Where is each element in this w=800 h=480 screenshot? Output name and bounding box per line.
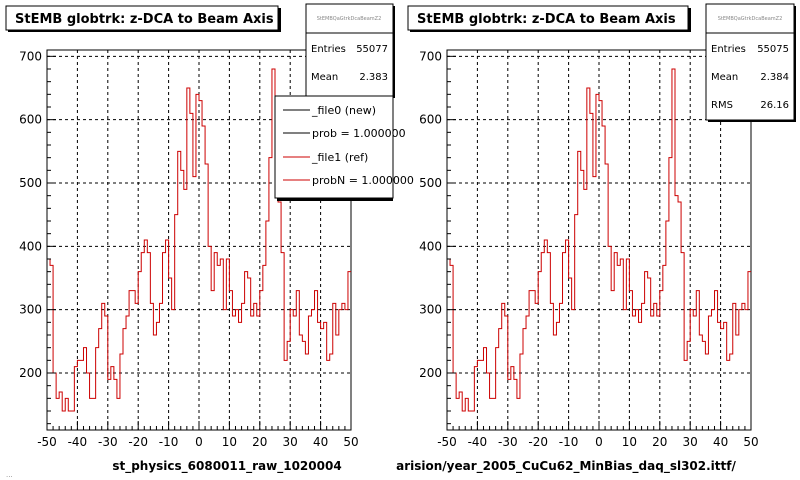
legend-entry-0: _file0 (new) [311, 104, 376, 117]
left-stats-box [305, 3, 394, 97]
right-y-ticks: 200 300 400 500 600 700 [419, 49, 456, 425]
right-stats-rms-value: 26.16 [760, 100, 789, 111]
x-tick-label: 0 [195, 435, 203, 449]
left-x-ticks: -50 -40 -30 -20 -10 0 10 20 30 40 50 [37, 421, 359, 449]
y-tick-label: 300 [19, 303, 42, 317]
left-grid [47, 50, 351, 430]
right-grid [447, 50, 751, 430]
left-stats-header: StEMBQaGtrkDcaBeamZ2 [317, 16, 382, 22]
legend-entry-3: probN = 1.000000 [312, 174, 414, 187]
right-plot-frame [446, 49, 752, 431]
x-tick-label: 0 [595, 435, 603, 449]
left-stats-entries-value: 55077 [356, 44, 388, 55]
right-x-ticks: -50 -40 -30 -20 -10 0 10 20 30 40 50 [437, 421, 759, 449]
y-tick-label: 200 [19, 366, 42, 380]
x-tick-label: -10 [159, 435, 179, 449]
legend-box [274, 95, 394, 199]
left-panel: -50 -40 -30 -20 -10 0 10 20 30 40 50 200 300 400 500 6… [5, 3, 414, 474]
right-x-axis-label: arision/year_2005_CuCu62_MinBias_daq_sl3… [396, 459, 736, 474]
legend-entry-2: _file1 (ref) [311, 151, 368, 164]
x-tick-label: 50 [343, 435, 358, 449]
left-stats-mean-label: Mean [311, 72, 338, 83]
x-tick-label: -30 [498, 435, 518, 449]
y-tick-label: 700 [419, 49, 442, 63]
right-stats-rms-label: RMS [711, 100, 733, 111]
x-tick-label: 20 [252, 435, 267, 449]
left-stats-mean-value: 2.383 [359, 72, 388, 83]
legend-entry-1: prob = 1.000000 [312, 127, 406, 140]
right-stats-mean-value: 2.384 [760, 72, 789, 83]
x-tick-label: 40 [313, 435, 328, 449]
x-tick-label: -20 [528, 435, 548, 449]
x-tick-label: 40 [713, 435, 728, 449]
right-stats-box [705, 3, 795, 121]
y-tick-label: 700 [19, 49, 42, 63]
left-stats-entries-label: Entries [311, 44, 346, 55]
x-tick-label: 50 [743, 435, 758, 449]
right-stats-entries-label: Entries [711, 44, 746, 55]
right-title-box [407, 5, 689, 31]
left-histogram-line [47, 68, 351, 412]
y-tick-label: 600 [19, 113, 42, 127]
left-x-axis-label: st_physics_6080011_raw_1020004 [112, 459, 341, 474]
right-panel: -50 -40 -30 -20 -10 0 10 20 30 40 50 200 300 400 500 6… [396, 3, 796, 474]
y-tick-label: 400 [419, 239, 442, 253]
x-tick-label: 20 [652, 435, 667, 449]
x-tick-label: -10 [559, 435, 579, 449]
x-tick-label: -50 [437, 435, 457, 449]
y-tick-label: 500 [19, 176, 42, 190]
right-stats-header: StEMBQaGtrkDcaBeamZ2 [718, 16, 783, 22]
y-tick-label: 200 [419, 366, 442, 380]
right-chart-title: StEMB globtrk: z-DCA to Beam Axis [417, 12, 676, 27]
x-tick-label: -30 [98, 435, 118, 449]
x-tick-label: 30 [283, 435, 298, 449]
x-tick-label: -50 [37, 435, 57, 449]
x-tick-label: 10 [222, 435, 237, 449]
right-stats-entries-value: 55075 [757, 44, 789, 55]
right-histogram-line [447, 68, 751, 412]
y-tick-label: 600 [419, 113, 442, 127]
footer-text: ... [6, 471, 13, 479]
x-tick-label: 30 [683, 435, 698, 449]
y-tick-label: 500 [419, 176, 442, 190]
y-tick-label: 400 [19, 239, 42, 253]
x-tick-label: 10 [622, 435, 637, 449]
y-tick-label: 300 [419, 303, 442, 317]
right-stats-mean-label: Mean [711, 72, 738, 83]
x-tick-label: -40 [468, 435, 488, 449]
x-tick-label: -40 [68, 435, 88, 449]
left-y-ticks: 200 300 400 500 600 700 [19, 49, 56, 425]
left-chart-title: StEMB globtrk: z-DCA to Beam Axis [15, 12, 274, 27]
x-tick-label: -20 [128, 435, 148, 449]
legend: _file0 (new) prob = 1.000000 _file1 (ref… [274, 95, 414, 201]
